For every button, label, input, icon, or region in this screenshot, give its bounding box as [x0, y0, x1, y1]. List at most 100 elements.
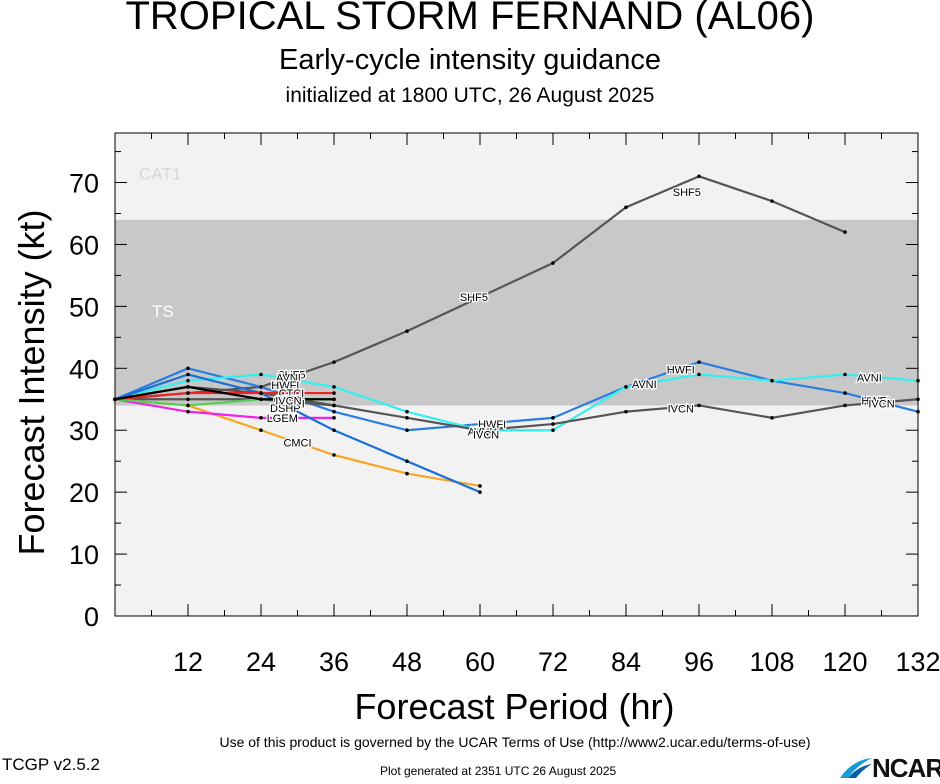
data-point-hwfi: [551, 416, 555, 420]
data-point-ofcl: [259, 397, 263, 402]
data-point-shf5: [770, 199, 774, 203]
ncar-logo-text: NCAR: [872, 753, 940, 783]
data-point-lgem: [259, 416, 263, 420]
data-point-shf5: [624, 205, 628, 210]
terms-of-use: Use of this product is governed by the U…: [219, 734, 811, 750]
init-time: initialized at 1800 UTC, 26 August 2025: [285, 84, 655, 107]
data-point-ivcn: [624, 409, 628, 414]
series-label-ivcn: IVCN: [668, 404, 694, 416]
series-line-nvgi: [114, 373, 481, 494]
x-axis-label: Forecast Period (hr): [354, 686, 674, 727]
data-point-avni: [186, 378, 190, 383]
data-point-nvgi: [478, 490, 482, 494]
data-point-ivcn: [551, 422, 555, 426]
data-point-nvgi: [405, 459, 409, 463]
data-point-hwfi: [259, 385, 263, 389]
data-point-avni: [916, 378, 920, 383]
data-point-dshp: [332, 403, 336, 408]
series-label-ivcn: IVCN: [473, 430, 499, 442]
series-label-hwfi: HWFI: [861, 396, 889, 408]
data-point-ofcl: [186, 385, 190, 389]
chart-subtitle: Early-cycle intensity guidance: [278, 44, 661, 76]
x-tick-label: 60: [465, 647, 495, 677]
data-point-avni: [551, 428, 555, 433]
series-label-ivcn: IVCN: [868, 399, 894, 411]
data-point-cmci: [332, 453, 336, 457]
data-point-shf5: [478, 295, 482, 299]
data-point-avni: [332, 385, 336, 389]
data-point-ctci: [332, 391, 336, 395]
data-point-hwfi: [697, 360, 701, 364]
series-label-cmci: CMCI: [283, 438, 311, 450]
series-label-avni: AVNI: [632, 379, 657, 391]
chart-title: TROPICAL STORM FERNAND (AL06): [125, 0, 815, 38]
data-point-hwfi: [843, 391, 847, 395]
series-label-avni: AVNI: [276, 373, 301, 385]
band-label-cat1: CAT1: [139, 164, 181, 183]
x-tick-label: 24: [246, 647, 276, 677]
series-label-avni: AVNI: [468, 426, 493, 438]
data-point-shf5: [332, 360, 336, 364]
data-point-avni: [405, 409, 409, 414]
y-tick-label: 0: [84, 602, 99, 632]
series-line-avni: [114, 373, 919, 432]
data-point-cmci: [405, 471, 409, 476]
ncar-swoosh-icon: [840, 758, 872, 778]
data-point-nvgi: [332, 428, 336, 433]
x-tick-label: 108: [749, 647, 794, 677]
data-point-ivcn: [843, 403, 847, 408]
y-tick-label: 20: [69, 478, 99, 508]
data-point-dshp: [186, 397, 190, 402]
series-label-ctci: CTCI: [279, 388, 305, 400]
ncar-logo: NCAR: [838, 752, 940, 783]
band-label-ts: TS: [152, 302, 174, 321]
version-label: TCGP v2.5.2: [2, 755, 100, 774]
series-label-shf5: SHF5: [460, 292, 488, 304]
series-label-ofcl: OFCL: [274, 394, 303, 406]
x-tick-label: 12: [173, 647, 203, 677]
data-point-hwfi: [405, 428, 409, 433]
band-cat1: [115, 133, 918, 220]
generated-time: Plot generated at 2351 UTC 26 August 202…: [380, 764, 617, 778]
y-tick-label: 70: [69, 169, 99, 199]
x-tick-label: 120: [822, 647, 867, 677]
y-tick-label: 50: [69, 292, 99, 322]
y-tick-label: 10: [69, 540, 99, 570]
y-tick-label: 60: [69, 230, 99, 260]
data-point-cmci: [259, 428, 263, 433]
data-point-lgem: [186, 409, 190, 414]
data-point-ivcn: [405, 416, 409, 420]
x-tick-label: 72: [538, 647, 568, 677]
x-tick-label: 36: [319, 647, 349, 677]
series-label-avni: AVNI: [857, 373, 882, 385]
series-line-dshp: [115, 398, 335, 407]
data-point-hwfi: [332, 409, 336, 414]
data-point-lgem: [332, 416, 336, 420]
data-point-avni: [259, 372, 263, 377]
y-tick-label: 30: [69, 416, 99, 446]
y-axis-label: Forecast Intensity (kt): [11, 209, 52, 555]
data-point-shf5: [697, 174, 701, 179]
series-label-ivcn: IVCN: [275, 396, 301, 408]
series-line-ofcl: [114, 385, 334, 401]
x-tick-label: 132: [895, 647, 940, 677]
data-point-avni: [697, 372, 701, 377]
series-label-hwfi: HWFI: [271, 380, 299, 392]
data-point-ofcl: [332, 397, 336, 402]
series-label-emxi: EMXI: [278, 399, 305, 411]
series-line-hwfi: [114, 361, 919, 432]
data-point-hwfi: [478, 422, 482, 426]
x-tick-label: 96: [684, 647, 714, 677]
data-point-ctci: [259, 391, 263, 395]
data-point-ivcn: [916, 397, 920, 402]
series-label-hwfi: HWFI: [478, 419, 506, 431]
x-tick-label: 84: [611, 647, 641, 677]
data-point-avni: [624, 385, 628, 389]
data-point-cmci: [478, 484, 482, 488]
data-point-ivcn: [697, 403, 701, 408]
y-tick-label: 40: [69, 354, 99, 384]
series-label-shf5: SHF5: [673, 187, 701, 199]
series-line-lgem: [114, 398, 334, 419]
data-point-nvgi: [186, 372, 190, 377]
